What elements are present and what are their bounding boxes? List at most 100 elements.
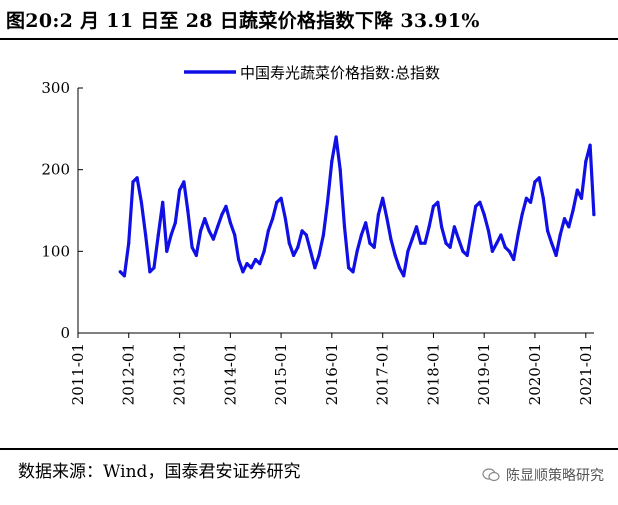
data-point xyxy=(355,249,359,253)
data-point xyxy=(567,225,571,229)
data-point xyxy=(448,245,452,249)
title-divider xyxy=(0,38,618,40)
data-point xyxy=(592,213,596,217)
data-point xyxy=(194,253,198,257)
x-tick-label: 2013-01 xyxy=(171,343,189,405)
data-point xyxy=(364,221,368,225)
data-point xyxy=(410,237,414,241)
data-point xyxy=(178,188,182,192)
data-point xyxy=(220,213,224,217)
watermark: 陈显顺策略研究 xyxy=(482,465,604,485)
data-point xyxy=(325,200,330,204)
data-point xyxy=(262,249,266,253)
y-tick-label: 100 xyxy=(41,242,70,260)
data-point xyxy=(457,237,461,241)
data-point xyxy=(507,249,511,253)
data-point xyxy=(431,204,435,208)
data-point xyxy=(516,233,520,237)
data-point xyxy=(139,200,143,204)
data-point xyxy=(233,233,237,237)
data-point xyxy=(465,253,469,257)
data-point xyxy=(122,274,126,278)
data-point xyxy=(486,229,491,233)
data-point xyxy=(474,204,478,208)
data-point xyxy=(524,196,529,200)
data-point xyxy=(275,200,279,204)
data-point xyxy=(249,266,253,270)
data-point xyxy=(351,270,355,274)
data-point xyxy=(478,200,482,204)
data-point xyxy=(228,221,232,225)
data-point xyxy=(258,262,262,266)
data-point xyxy=(436,200,440,204)
data-point xyxy=(529,200,533,204)
data-point xyxy=(381,196,385,200)
x-tick-label: 2018-01 xyxy=(424,343,442,405)
data-point xyxy=(211,237,215,241)
data-point xyxy=(173,221,177,225)
data-point xyxy=(452,225,456,229)
source-divider xyxy=(0,448,618,450)
data-point xyxy=(169,233,173,237)
data-point xyxy=(461,249,465,253)
data-point xyxy=(427,225,431,229)
data-point xyxy=(579,196,584,200)
legend-label: 中国寿光蔬菜价格指数:总指数 xyxy=(240,64,440,82)
data-point xyxy=(300,229,304,233)
wechat-icon xyxy=(482,468,500,482)
data-point xyxy=(541,196,545,200)
data-point xyxy=(347,266,351,270)
y-tick-label: 0 xyxy=(60,324,70,342)
data-point xyxy=(271,217,275,221)
data-point xyxy=(440,225,444,229)
data-point xyxy=(186,208,190,213)
data-point xyxy=(190,245,194,249)
data-point xyxy=(304,233,308,237)
data-point xyxy=(385,217,389,221)
data-point xyxy=(402,274,406,278)
data-point xyxy=(588,143,592,147)
data-point xyxy=(224,204,228,208)
data-point xyxy=(245,262,249,266)
data-point xyxy=(444,241,448,245)
data-point xyxy=(309,249,313,253)
data-point xyxy=(207,229,211,233)
data-point xyxy=(533,180,537,184)
data-source-note: 数据来源：Wind，国泰君安证券研究 xyxy=(18,462,301,482)
data-point xyxy=(503,245,507,249)
y-tick-label: 200 xyxy=(41,161,70,179)
chart-title: 图20:2 月 11 日至 28 日蔬菜价格指数下降 33.91% xyxy=(6,10,480,32)
data-point xyxy=(216,225,220,229)
data-point xyxy=(571,208,575,213)
data-point xyxy=(296,245,300,249)
data-point xyxy=(558,233,562,237)
data-point xyxy=(317,253,321,257)
data-point xyxy=(165,249,169,253)
data-point xyxy=(131,180,135,184)
data-point xyxy=(292,253,296,257)
data-point xyxy=(182,180,186,184)
chart-axes: 0 100 200 300 2011-01 2012-01 2013-01 2014-01 20… xyxy=(41,79,594,405)
data-point xyxy=(419,241,423,245)
data-point xyxy=(537,176,541,180)
x-tick-label: 2012-01 xyxy=(120,343,138,405)
data-point xyxy=(161,200,165,204)
data-point xyxy=(499,233,503,237)
x-tick-label: 2021-01 xyxy=(577,343,595,405)
data-point xyxy=(342,225,347,229)
data-point xyxy=(338,168,342,172)
data-point xyxy=(495,241,499,245)
data-point xyxy=(313,266,317,270)
data-point xyxy=(330,159,334,164)
data-point xyxy=(520,213,524,217)
data-point xyxy=(550,241,554,245)
data-point xyxy=(148,270,152,274)
data-point xyxy=(135,176,139,180)
data-point xyxy=(266,229,270,233)
data-point xyxy=(372,245,376,249)
data-point xyxy=(406,249,410,253)
x-tick-label: 2015-01 xyxy=(272,343,290,405)
data-point xyxy=(144,233,148,237)
data-point xyxy=(414,225,419,229)
data-point xyxy=(156,233,160,237)
